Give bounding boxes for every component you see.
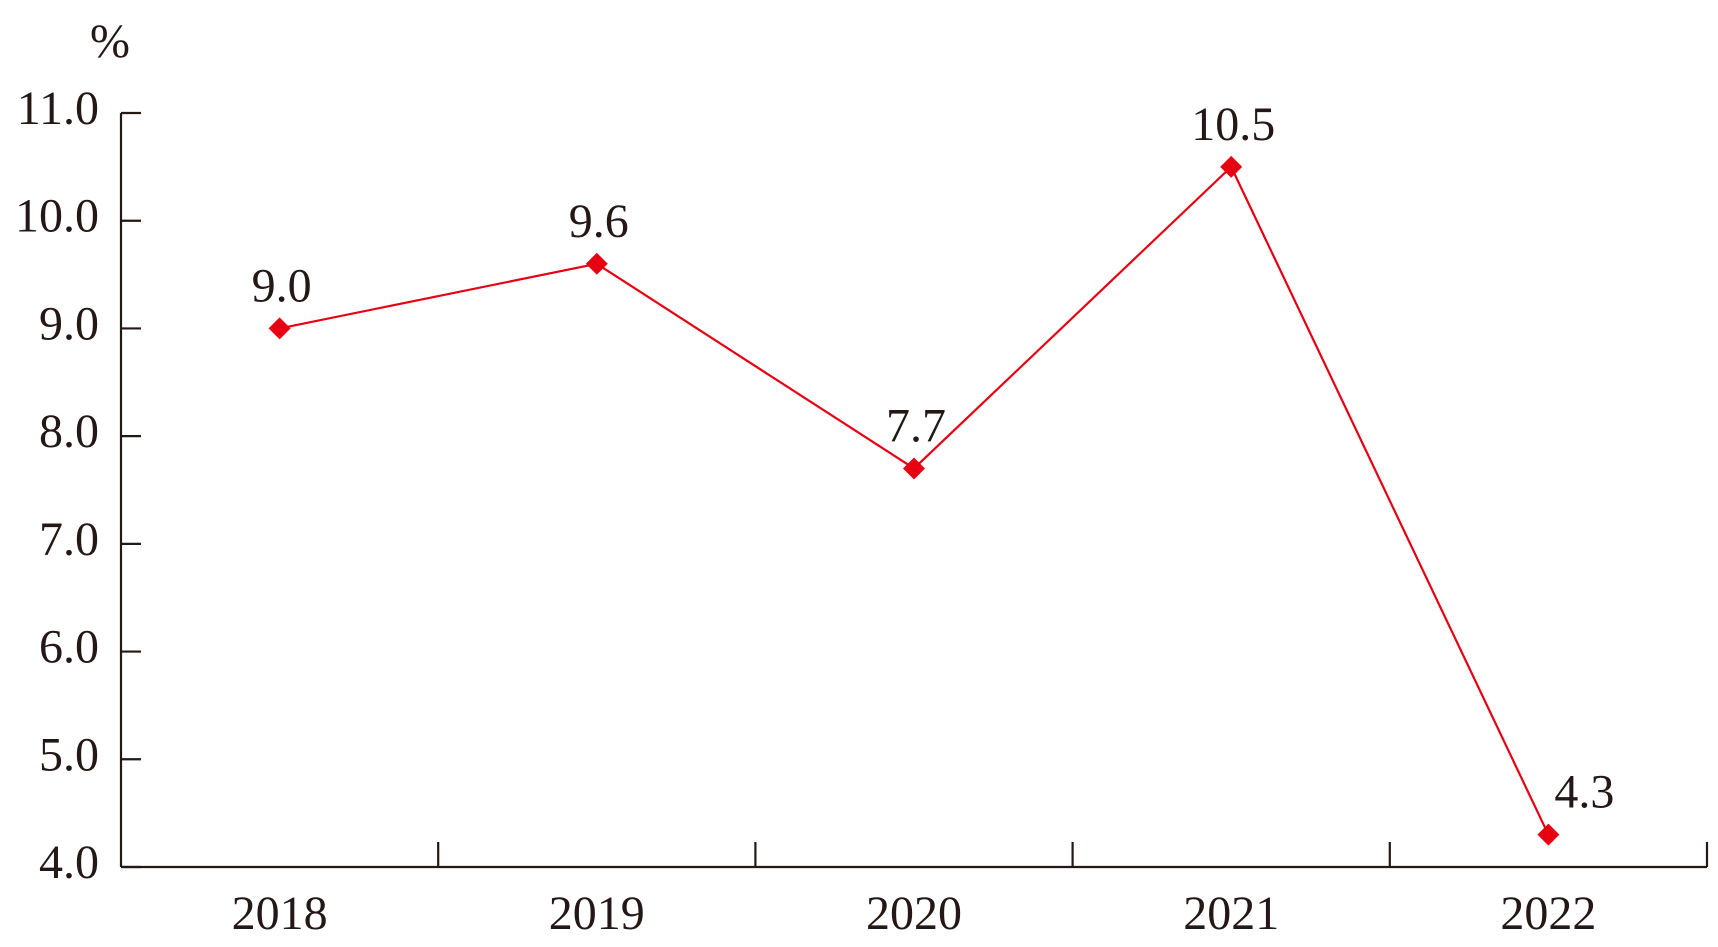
y-tick-label: 4.0 [39, 836, 99, 889]
y-tick-label: 10.0 [15, 190, 99, 243]
y-tick-label: 5.0 [39, 728, 99, 781]
x-tick-label: 2019 [549, 887, 645, 940]
y-tick-label: 9.0 [39, 297, 99, 350]
data-label: 4.3 [1554, 766, 1614, 819]
y-tick-label: 6.0 [39, 621, 99, 674]
marker [268, 317, 291, 340]
data-label: 9.0 [252, 259, 312, 312]
x-tick-label: 2020 [866, 887, 962, 940]
x-tick-label: 2018 [232, 887, 328, 940]
data-label: 7.7 [886, 399, 946, 452]
marker [1220, 155, 1243, 178]
x-tick-label: 2021 [1183, 887, 1279, 940]
y-tick-label: 8.0 [39, 405, 99, 458]
marker [903, 457, 925, 480]
data-label: 9.6 [569, 195, 629, 248]
y-tick-label: 7.0 [39, 513, 99, 566]
data-label: 10.5 [1191, 98, 1275, 151]
y-axis-unit: % [90, 15, 130, 68]
y-tick-label: 11.0 [17, 82, 99, 135]
marker [585, 252, 608, 275]
marker [1537, 823, 1560, 846]
x-tick-label: 2022 [1500, 887, 1596, 940]
line [279, 165, 1550, 836]
